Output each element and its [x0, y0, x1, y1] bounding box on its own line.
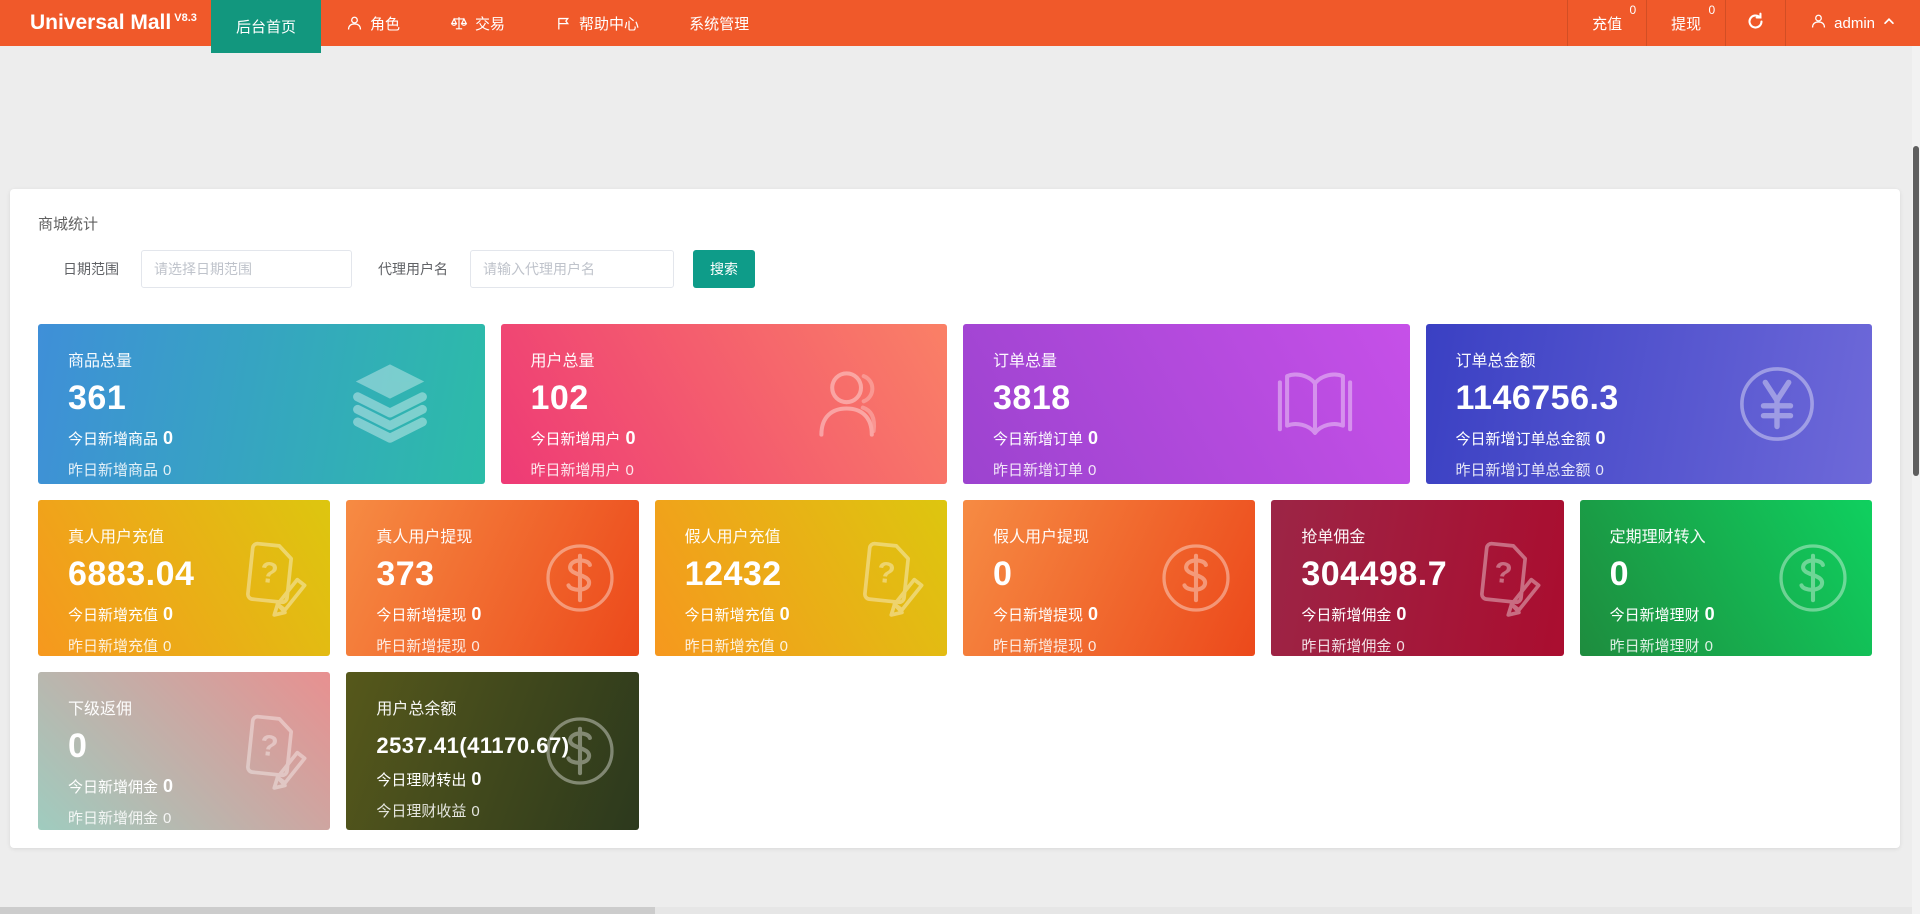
card-title: 真人用户充值: [68, 529, 165, 546]
brand-logo: Universal Mall V8.3: [30, 11, 197, 34]
card-value: 361: [68, 379, 127, 417]
main-menu: 后台首页 角色 交易 帮助中心 系统管理: [211, 0, 774, 53]
username: admin: [1834, 14, 1875, 32]
stat-cards-row-1: 商品总量 361 今日新增商品 0 昨日新增商品 0 用户总量 102 今日新增用户…: [38, 324, 1872, 484]
horizontal-scrollbar-thumb[interactable]: [0, 907, 655, 914]
stat-card-users: 用户总量 102 今日新增用户 0 昨日新增用户 0: [500, 324, 947, 484]
people-icon: [807, 359, 897, 449]
card-value: 0: [68, 727, 88, 765]
horizontal-scrollbar[interactable]: [0, 907, 1912, 914]
doc-question-icon: [230, 537, 312, 619]
person-icon: [1810, 13, 1827, 34]
layers-icon: [345, 359, 435, 449]
card-title: 用户总量: [530, 353, 595, 370]
stat-card-fixed-invest: 定期理财转入 0 今日新增理财 0 昨日新增理财 0: [1579, 500, 1872, 656]
date-range-input[interactable]: [141, 250, 352, 288]
chevron-up-icon: [1882, 14, 1896, 32]
card-title: 订单总量: [993, 353, 1058, 370]
filter-form: 日期范围 代理用户名 搜索: [63, 250, 1872, 288]
vertical-scrollbar[interactable]: [1912, 46, 1920, 914]
vertical-scrollbar-thumb[interactable]: [1913, 146, 1919, 476]
card-value: 102: [530, 379, 589, 417]
card-title: 假人用户提现: [992, 529, 1089, 546]
stat-card-sub-rebate: 下级返佣 0 今日新增佣金 0 昨日新增佣金 0: [38, 672, 331, 830]
card-value: 6883.04: [68, 555, 195, 593]
scale-icon: [450, 14, 468, 32]
card-value: 1146756.3: [1455, 379, 1619, 417]
date-range-label: 日期范围: [63, 261, 119, 277]
withdraw-button[interactable]: 提现 0: [1646, 0, 1725, 46]
stat-card-grab-commission: 抢单佣金 304498.7 今日新增佣金 0 昨日新增佣金 0: [1271, 500, 1564, 656]
dollar-icon: [1155, 537, 1237, 619]
doc-question-icon: [847, 537, 929, 619]
card-value: 0: [992, 555, 1013, 593]
card-value: 373: [376, 555, 435, 593]
nav-item-dashboard[interactable]: 后台首页: [211, 0, 322, 53]
stat-cards-row-2: 真人用户充值 6883.04 今日新增充值 0 昨日新增充值 0 真人用户提现 37…: [38, 500, 1872, 656]
person-icon: [346, 15, 363, 32]
agent-name-input[interactable]: [470, 250, 674, 288]
nav-item-system[interactable]: 系统管理: [689, 15, 750, 33]
recharge-button[interactable]: 充值 0: [1567, 0, 1646, 46]
card-title: 商品总量: [68, 353, 133, 370]
recharge-badge: 0: [1629, 3, 1637, 17]
doc-question-icon: [230, 710, 312, 792]
agent-name-label: 代理用户名: [378, 261, 448, 277]
doc-question-icon: [1464, 537, 1546, 619]
navbar-actions: 充值 0 提现 0 admin: [1567, 0, 1920, 46]
stat-card-orders: 订单总量 3818 今日新增订单 0 昨日新增订单 0: [963, 324, 1410, 484]
top-navbar: Universal Mall V8.3 后台首页 角色 交易 帮助中心 系统管理: [0, 0, 1920, 53]
refresh-button[interactable]: [1725, 0, 1785, 46]
card-title: 假人用户充值: [684, 529, 781, 546]
card-value: 3818: [993, 379, 1071, 417]
stat-card-real-withdraw: 真人用户提现 373 今日新增提现 0 昨日新增提现 0: [346, 500, 639, 656]
nav-item-help-center[interactable]: 帮助中心: [530, 0, 664, 46]
stat-card-order-amount: 订单总金额 1146756.3 今日新增订单总金额 0 昨日新增订单总金额 0: [1425, 324, 1872, 484]
card-title: 抢单佣金: [1301, 529, 1366, 546]
user-menu[interactable]: admin: [1785, 0, 1920, 46]
stat-card-fake-withdraw: 假人用户提现 0 今日新增提现 0 昨日新增提现 0: [962, 500, 1256, 656]
search-button[interactable]: 搜索: [693, 250, 755, 288]
stat-cards-row-3: 下级返佣 0 今日新增佣金 0 昨日新增佣金 0 用户总余额 2537.41(411…: [38, 672, 1872, 830]
flag-icon: [555, 15, 572, 32]
card-value: 0: [1609, 555, 1630, 593]
yuan-icon: [1732, 359, 1822, 449]
card-title: 订单总金额: [1455, 353, 1536, 370]
version-label: V8.3: [174, 12, 197, 24]
stat-card-products: 商品总量 361 今日新增商品 0 昨日新增商品 0: [38, 324, 485, 484]
withdraw-badge: 0: [1708, 3, 1716, 17]
dollar-icon: [539, 537, 621, 619]
card-title: 下级返佣: [68, 701, 133, 718]
refresh-icon: [1746, 12, 1765, 35]
dollar-icon: [539, 710, 621, 792]
dollar-icon: [1772, 537, 1854, 619]
nav-item-roles[interactable]: 角色: [321, 0, 425, 46]
card-title: 真人用户提现: [376, 529, 473, 546]
card-value: 304498.7: [1301, 555, 1448, 593]
stat-card-user-balance: 用户总余额 2537.41(41170.67) 今日理财转出 0 今日理财收益 0: [346, 672, 639, 830]
stat-card-fake-recharge: 假人用户充值 12432 今日新增充值 0 昨日新增充值 0: [654, 500, 947, 656]
nav-item-trade[interactable]: 交易: [425, 0, 530, 46]
book-icon: [1270, 359, 1360, 449]
card-value: 2537.41(41170.67): [376, 733, 570, 758]
panel-title: 商城统计: [38, 216, 99, 233]
card-title: 用户总余额: [376, 701, 457, 718]
card-value: 12432: [684, 555, 782, 593]
stat-card-real-recharge: 真人用户充值 6883.04 今日新增充值 0 昨日新增充值 0: [38, 500, 331, 656]
card-title: 定期理财转入: [1609, 529, 1706, 546]
